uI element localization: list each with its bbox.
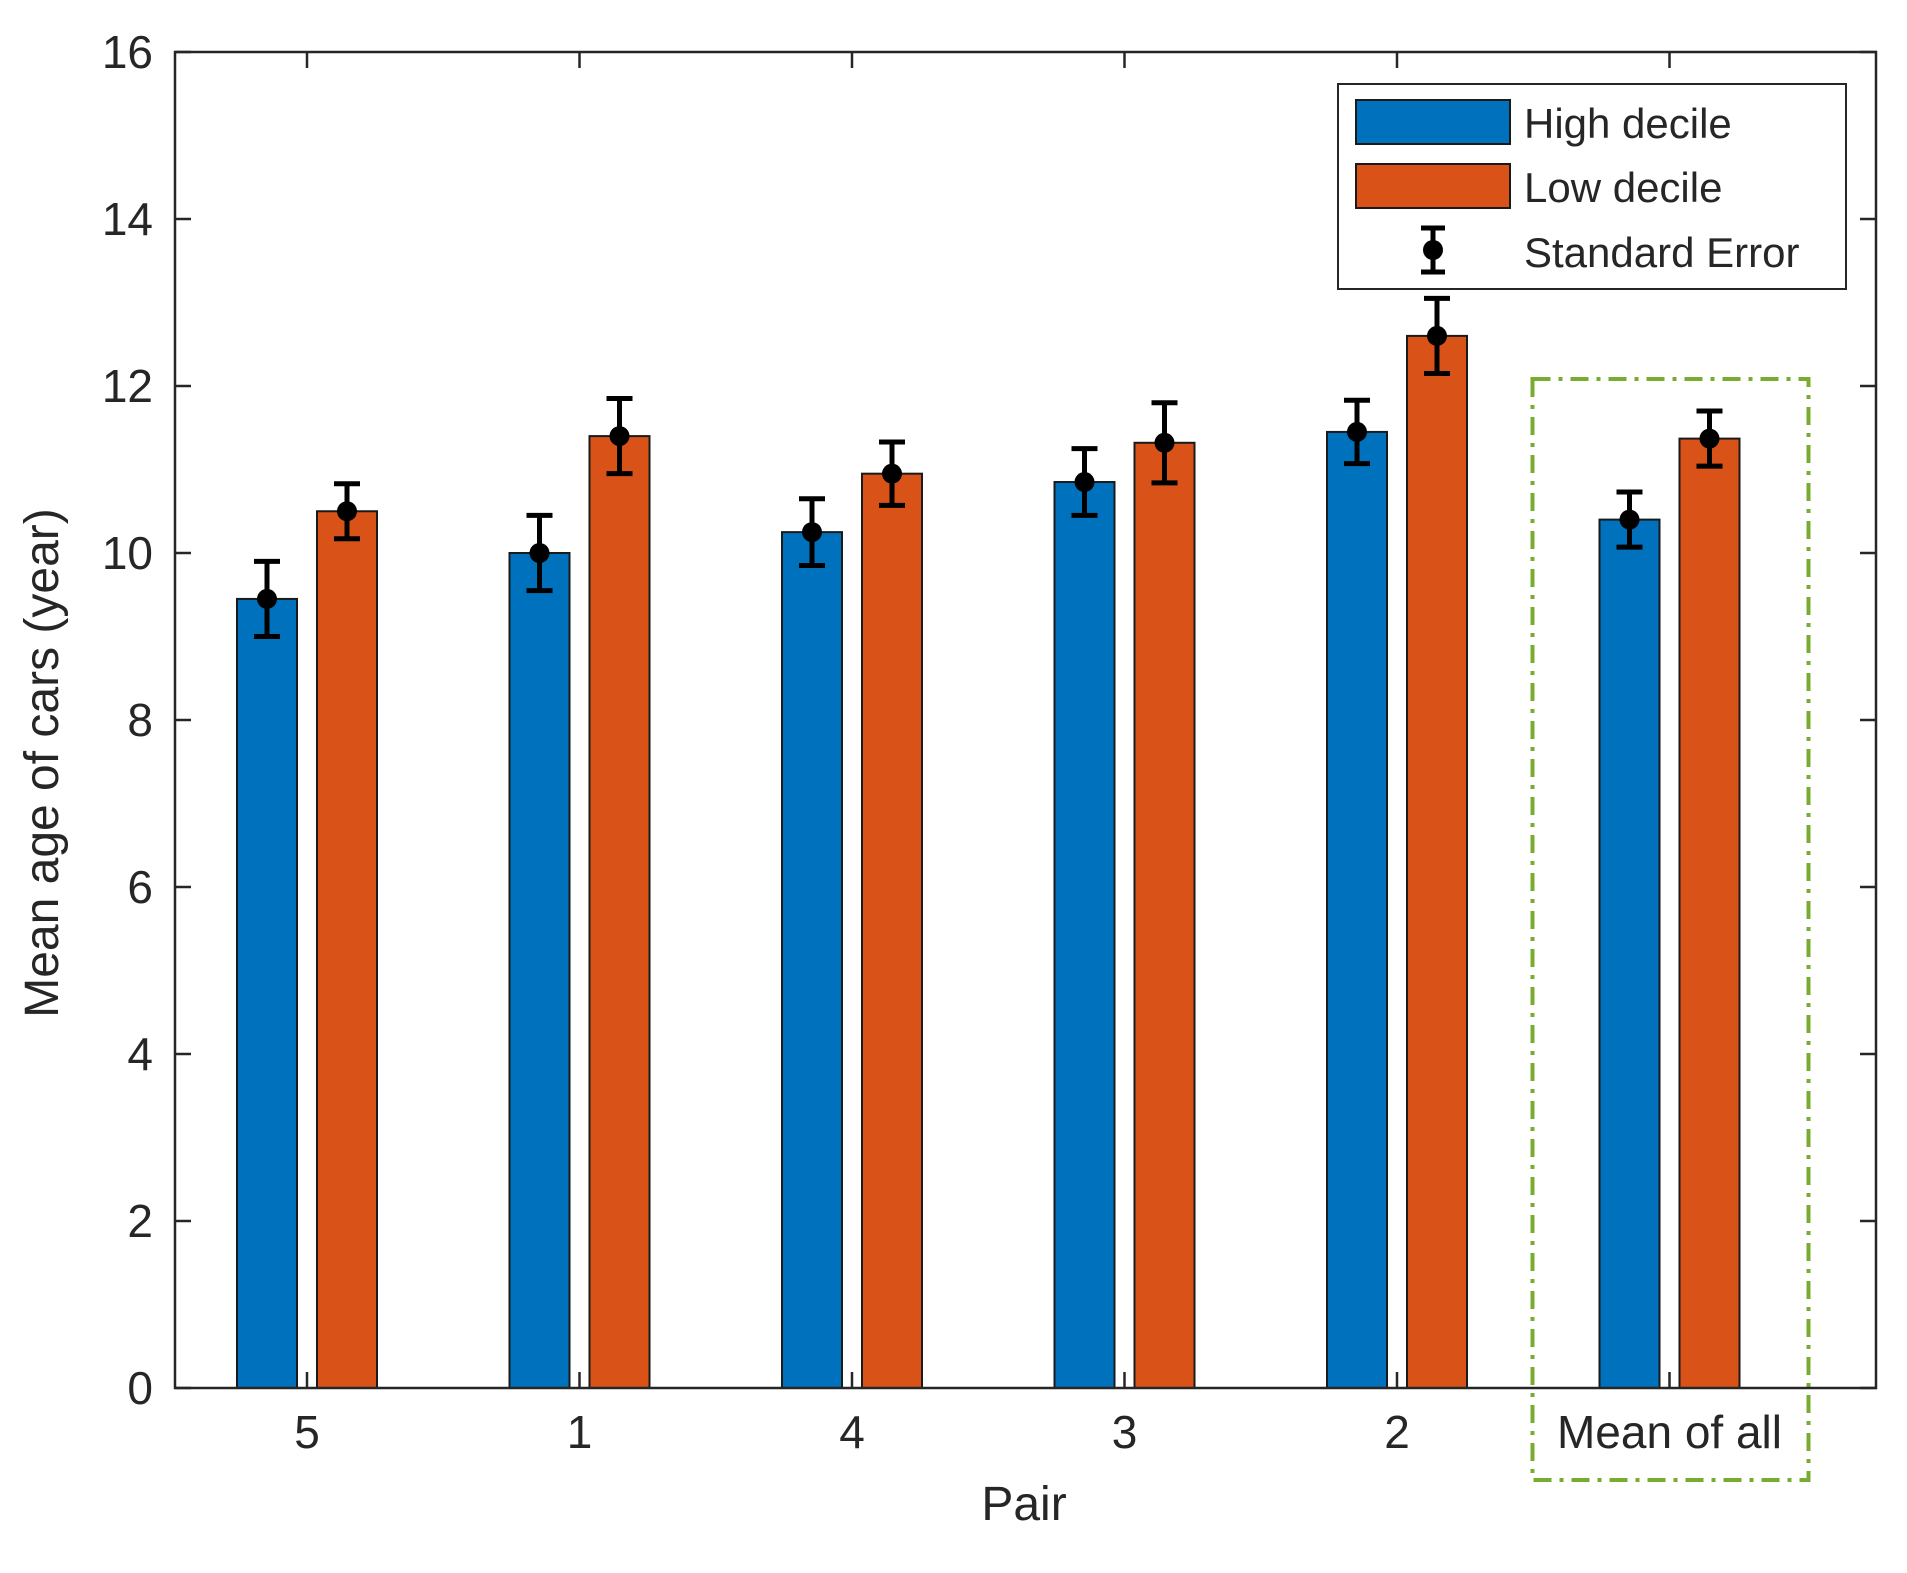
legend-label-high-decile: High decile — [1524, 100, 1732, 147]
y-tick-label: 14 — [102, 193, 153, 245]
bar-low-decile-2 — [1406, 334, 1468, 1389]
errorbar-marker-high-decile-1 — [529, 543, 550, 563]
y-axis-label: Mean age of cars (year) — [16, 508, 69, 1018]
bar-low-decile-4 — [861, 472, 923, 1389]
errorbar-marker-low-decile-3 — [1154, 432, 1175, 453]
x-tick-label-mean-of-all: Mean of all — [1557, 1406, 1782, 1458]
legend-label-standard-error: Standard Error — [1524, 229, 1799, 276]
errorbar-marker-high-decile-4 — [802, 522, 822, 543]
legend-swatch-high-decile — [1355, 99, 1511, 145]
bar-high-decile-3 — [1053, 481, 1116, 1389]
bar-low-decile-1 — [588, 435, 651, 1390]
x-tick-label-4: 4 — [839, 1406, 865, 1458]
legend-label-low-decile: Low decile — [1524, 164, 1722, 211]
errorbar-marker-low-decile-4 — [882, 463, 902, 484]
errorbar-marker-high-decile-3 — [1074, 472, 1095, 493]
y-tick-label: 8 — [127, 694, 153, 746]
x-tick-label-5: 5 — [294, 1406, 320, 1458]
errorbar-marker-high-decile-mean-of-all — [1619, 509, 1640, 530]
legend: High decile Low decile Standard Error — [1337, 83, 1847, 290]
errorbar-marker-low-decile-5 — [337, 501, 357, 522]
y-tick-label: 10 — [102, 527, 153, 579]
errorbar-marker-low-decile-2 — [1427, 325, 1447, 346]
legend-errorbar-marker — [1423, 240, 1443, 260]
bar-high-decile-2 — [1326, 430, 1388, 1389]
x-tick-label-2: 2 — [1384, 1406, 1410, 1458]
bar-high-decile-4 — [781, 531, 843, 1389]
bar-low-decile-mean-of-all — [1678, 437, 1741, 1390]
x-axis-label: Pair — [981, 1478, 1066, 1531]
errorbar-marker-low-decile-mean-of-all — [1699, 428, 1720, 449]
y-tick-label: 6 — [127, 861, 153, 913]
errorbar-marker-low-decile-1 — [609, 426, 630, 447]
bar-high-decile-mean-of-all — [1598, 518, 1661, 1389]
legend-swatch-low-decile — [1355, 163, 1511, 209]
bar-low-decile-3 — [1133, 441, 1196, 1389]
errorbar-marker-high-decile-5 — [257, 588, 277, 609]
y-tick-label: 12 — [102, 360, 153, 412]
y-tick-label: 4 — [127, 1028, 153, 1080]
bar-low-decile-5 — [316, 510, 378, 1389]
bar-high-decile-1 — [508, 552, 571, 1389]
x-tick-label-1: 1 — [567, 1406, 593, 1458]
highlight-box-mean-of-all — [1530, 377, 1811, 1482]
bar-high-decile-5 — [236, 597, 298, 1389]
y-tick-label: 0 — [127, 1362, 153, 1414]
y-tick-label: 16 — [102, 26, 153, 78]
errorbar-marker-high-decile-2 — [1347, 421, 1367, 442]
x-tick-label-3: 3 — [1112, 1406, 1138, 1458]
y-tick-label: 2 — [127, 1195, 153, 1247]
